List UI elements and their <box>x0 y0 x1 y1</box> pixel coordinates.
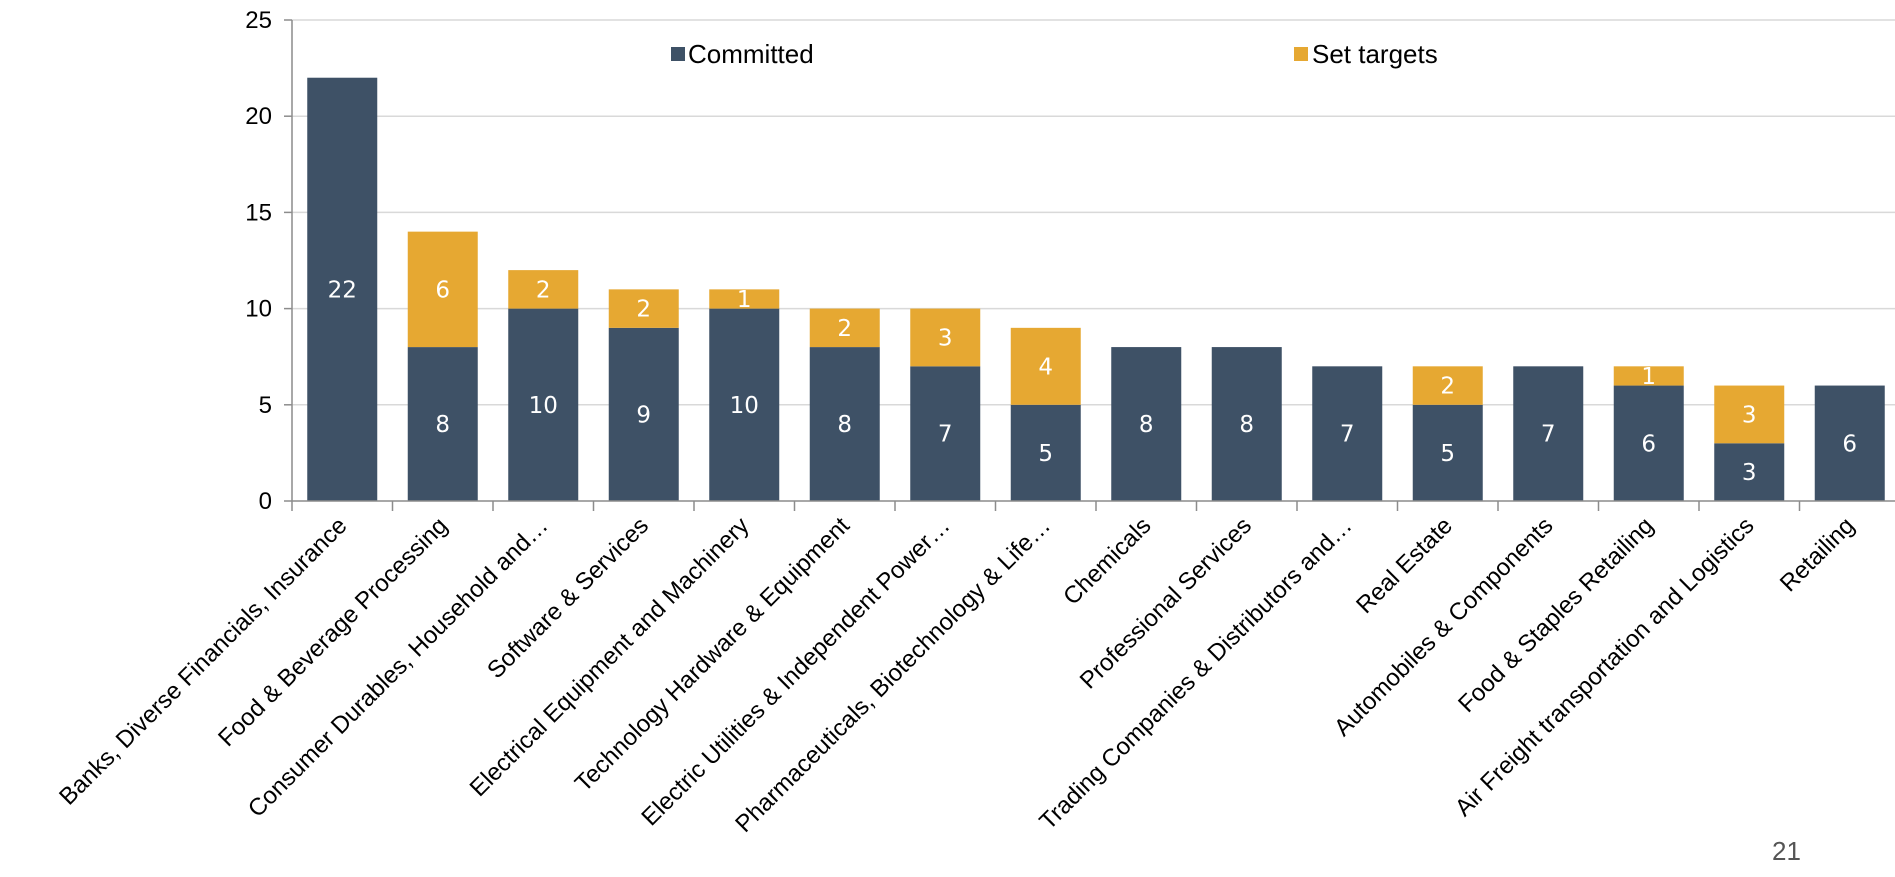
bar-committed <box>1412 404 1483 501</box>
bar-set-targets <box>508 270 579 309</box>
bar-committed <box>910 366 981 501</box>
y-tick-label: 15 <box>245 199 272 226</box>
data-label-committed: 6 <box>1641 431 1656 457</box>
data-label-committed: 8 <box>1239 412 1254 438</box>
bar-committed <box>1211 347 1282 501</box>
bar-set-targets <box>1714 385 1785 444</box>
data-label-committed: 8 <box>837 412 852 438</box>
bar-committed <box>1010 404 1081 501</box>
y-tick-label: 0 <box>259 488 272 515</box>
data-label-set-targets: 4 <box>1038 354 1053 380</box>
data-label-set-targets: 2 <box>536 277 551 303</box>
bar-set-targets <box>1010 327 1081 405</box>
bar-committed <box>1312 366 1383 501</box>
data-label-set-targets: 6 <box>435 277 450 303</box>
data-label-committed: 8 <box>1139 412 1154 438</box>
data-label-committed: 8 <box>435 412 450 438</box>
bar-set-targets <box>809 308 880 348</box>
x-axis: Banks, Diverse Financials, InsuranceFood… <box>54 500 1895 838</box>
bar-committed <box>1714 443 1785 501</box>
data-label-committed: 5 <box>1440 441 1455 467</box>
bar-committed <box>1111 347 1182 501</box>
y-axis: 0 5 10 15 20 25 <box>245 7 293 515</box>
data-label-set-targets: 3 <box>938 325 953 351</box>
data-label-set-targets: 1 <box>737 287 752 313</box>
bar-set-targets <box>709 289 780 309</box>
bar-committed <box>508 308 579 501</box>
data-label-set-targets: 1 <box>1641 364 1656 390</box>
legend-swatch-committed <box>671 47 685 61</box>
data-label-committed: 7 <box>1340 422 1355 448</box>
data-label-set-targets: 2 <box>1440 374 1455 400</box>
data-label-committed: 6 <box>1842 431 1857 457</box>
bar-set-targets <box>1412 366 1483 405</box>
y-tick-label: 10 <box>245 296 272 323</box>
data-label-committed: 3 <box>1742 460 1757 486</box>
category-label: Food & Staples Retailing <box>1453 512 1659 718</box>
bar-committed <box>608 327 679 501</box>
y-tick-label: 25 <box>245 7 272 34</box>
legend: Committed Set targets <box>671 39 1438 69</box>
bar-set-targets <box>608 289 679 328</box>
legend-label-set-targets: Set targets <box>1312 39 1438 69</box>
page-number: 21 <box>1772 836 1801 866</box>
bar-committed <box>809 347 880 501</box>
bar-set-targets <box>1613 366 1684 386</box>
data-label-committed: 10 <box>730 393 759 419</box>
data-label-set-targets: 3 <box>1742 402 1757 428</box>
category-label: Professional Services <box>1075 512 1257 694</box>
data-label-committed: 10 <box>529 393 558 419</box>
data-label-committed: 22 <box>328 277 357 303</box>
category-label: Real Estate <box>1351 512 1458 619</box>
bar-set-targets <box>910 308 981 367</box>
bar-committed <box>1613 385 1684 501</box>
y-tick-label: 20 <box>245 103 272 130</box>
bar-set-targets <box>407 231 478 348</box>
data-label-set-targets: 2 <box>636 297 651 323</box>
data-label-committed: 7 <box>1541 422 1556 448</box>
data-label-committed: 9 <box>636 402 651 428</box>
data-label-set-targets: 2 <box>837 316 852 342</box>
bar-committed <box>709 308 780 501</box>
bar-committed <box>307 77 378 501</box>
bar-committed <box>407 347 478 501</box>
legend-label-committed: Committed <box>688 39 814 69</box>
data-label-committed: 5 <box>1038 441 1053 467</box>
data-label-committed: 7 <box>938 422 953 448</box>
legend-swatch-set-targets <box>1294 47 1308 61</box>
y-tick-label: 5 <box>259 392 272 419</box>
bar-committed <box>1814 385 1885 501</box>
category-label: Retailing <box>1775 512 1860 597</box>
bar-committed <box>1513 366 1584 501</box>
category-label: Chemicals <box>1058 512 1156 610</box>
